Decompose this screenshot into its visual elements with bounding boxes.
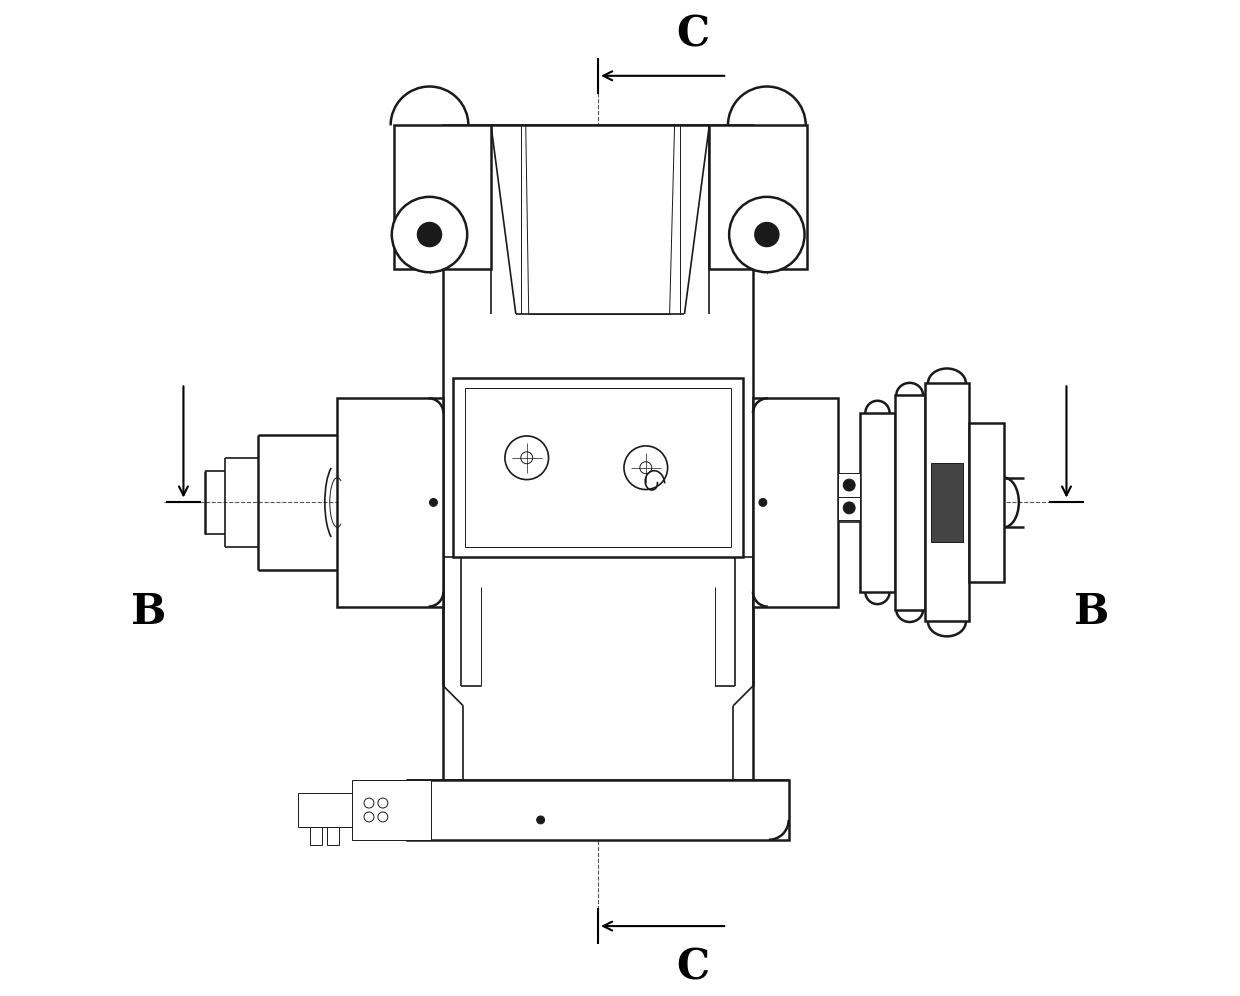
- Bar: [394, 125, 491, 269]
- Circle shape: [755, 223, 779, 246]
- Circle shape: [537, 816, 544, 824]
- Circle shape: [624, 446, 667, 489]
- Bar: [895, 395, 925, 610]
- Bar: [465, 388, 732, 547]
- Bar: [352, 780, 432, 840]
- Bar: [861, 413, 895, 592]
- Bar: [327, 827, 340, 845]
- Circle shape: [392, 197, 467, 272]
- Bar: [407, 780, 789, 840]
- Circle shape: [429, 498, 438, 506]
- Text: C: C: [676, 13, 709, 55]
- Bar: [454, 378, 743, 557]
- Bar: [444, 125, 753, 780]
- Bar: [838, 495, 861, 520]
- Circle shape: [759, 498, 766, 506]
- Text: B: B: [131, 591, 166, 632]
- Bar: [925, 383, 970, 622]
- Bar: [709, 125, 806, 269]
- Circle shape: [843, 502, 856, 514]
- Bar: [310, 827, 322, 845]
- Text: B: B: [1074, 591, 1109, 632]
- Bar: [298, 793, 352, 827]
- Circle shape: [418, 223, 441, 246]
- Circle shape: [729, 197, 805, 272]
- Bar: [970, 423, 1004, 582]
- Circle shape: [843, 479, 856, 491]
- Bar: [753, 398, 838, 607]
- Polygon shape: [931, 463, 962, 542]
- Bar: [838, 473, 861, 497]
- Circle shape: [505, 436, 548, 480]
- Bar: [337, 398, 444, 607]
- Text: C: C: [676, 947, 709, 989]
